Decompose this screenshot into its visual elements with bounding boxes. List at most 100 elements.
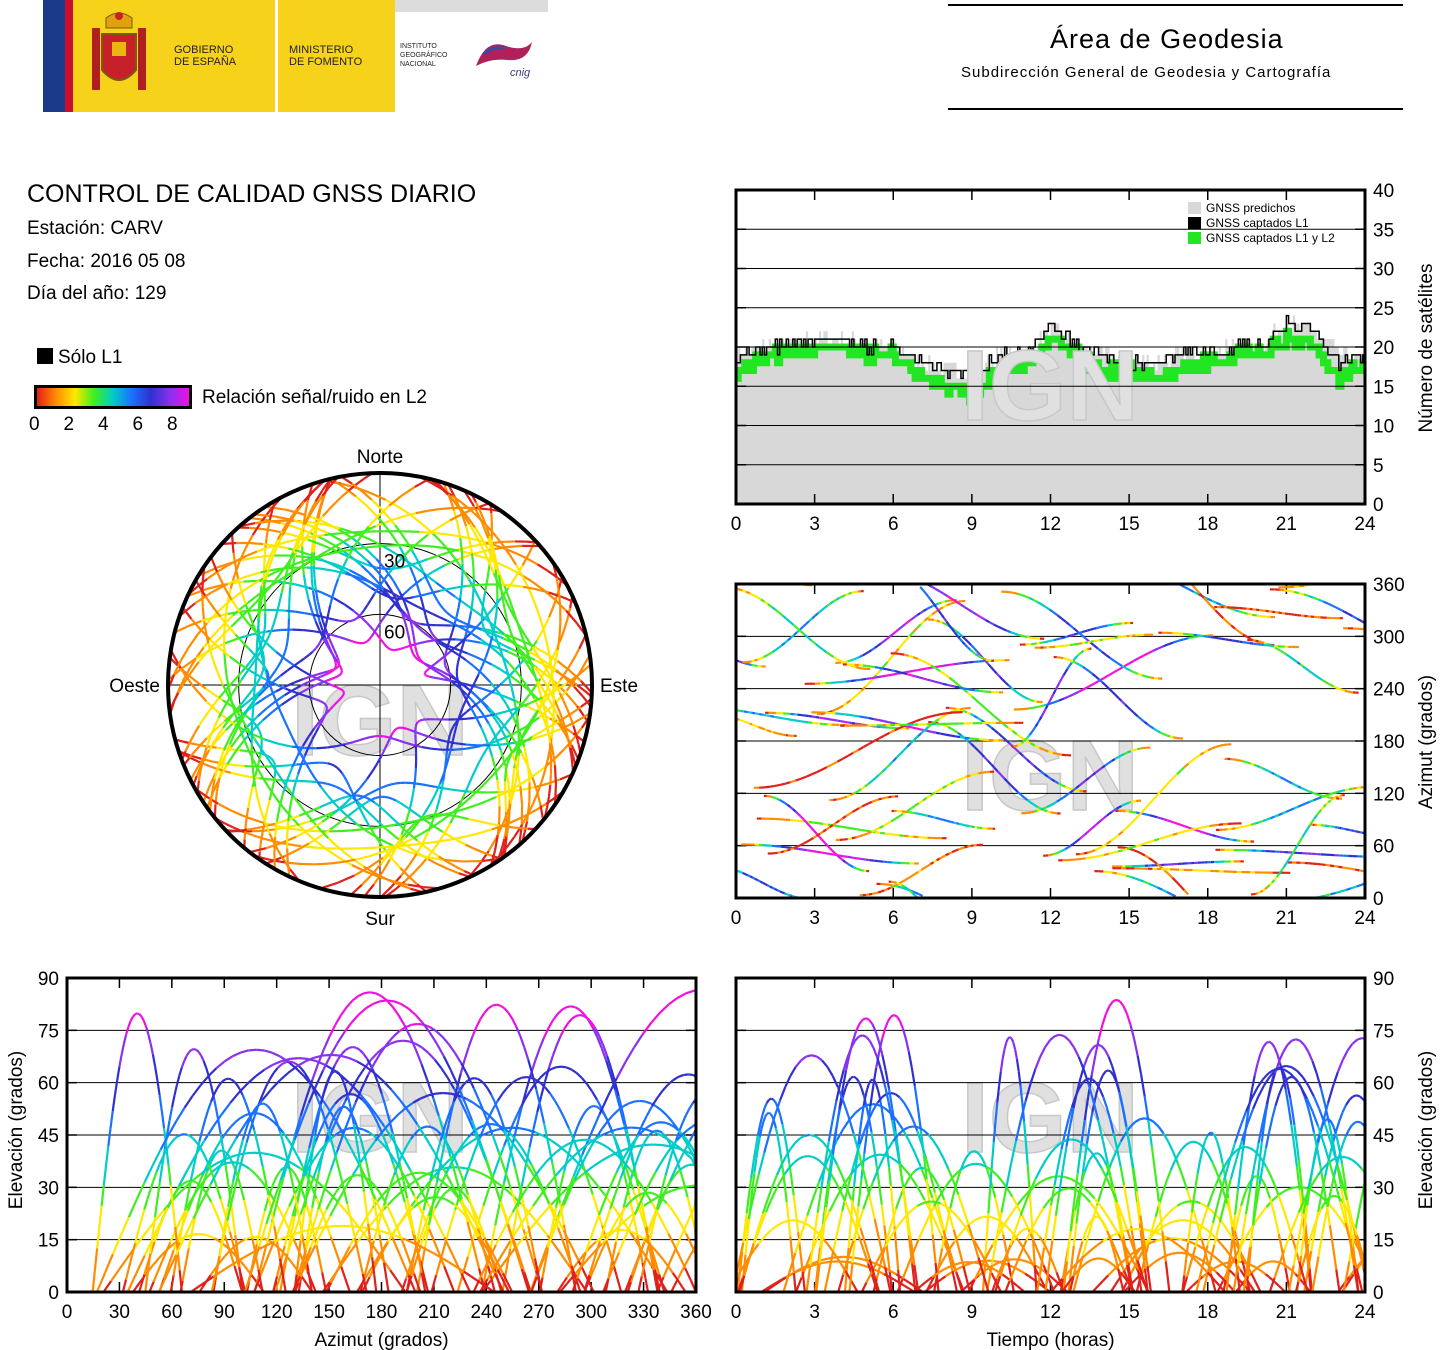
track-segment: [217, 708, 225, 719]
track-segment: [823, 841, 828, 846]
track-segment: [319, 549, 328, 557]
track-segment: [1014, 632, 1020, 637]
track-segment: [400, 821, 408, 835]
track-segment: [419, 718, 423, 722]
track-segment: [1122, 847, 1128, 852]
track-segment: [1338, 865, 1343, 869]
track-segment: [438, 855, 448, 863]
track-segment: [389, 596, 395, 600]
track-segment: [808, 820, 814, 824]
track-segment: [526, 722, 531, 728]
track-segment: [319, 813, 330, 819]
track-segment: [177, 1215, 184, 1225]
track-segment: [314, 726, 320, 734]
track-segment: [199, 683, 207, 690]
track-segment: [867, 780, 873, 785]
track-segment: [278, 742, 293, 748]
track-segment: [472, 786, 482, 796]
track-segment: [1018, 752, 1024, 757]
track-segment: [1259, 889, 1264, 893]
track-segment: [360, 564, 370, 574]
track-segment: [300, 681, 309, 687]
track-segment: [793, 719, 798, 722]
track-segment: [345, 780, 351, 787]
track-segment: [230, 734, 241, 748]
track-segment: [774, 796, 778, 800]
track-segment: [284, 861, 300, 866]
track-segment: [947, 726, 952, 730]
track-segment: [779, 890, 783, 894]
track-segment: [826, 763, 833, 769]
track-segment: [501, 643, 507, 648]
track-segment: [497, 792, 501, 807]
track-segment: [299, 693, 307, 698]
track-segment: [1302, 665, 1307, 670]
track-segment: [1058, 697, 1065, 702]
track-segment: [1071, 841, 1076, 846]
track-segment: [458, 650, 463, 658]
track-segment: [795, 777, 802, 782]
track-segment: [1308, 821, 1313, 827]
track-segment: [881, 767, 887, 773]
track-segment: [318, 621, 324, 631]
track-segment: [366, 797, 372, 801]
track-segment: [202, 746, 208, 759]
track-segment: [353, 858, 365, 868]
track-segment: [507, 624, 511, 630]
track-segment: [494, 682, 503, 691]
x-tick-label: 24: [1354, 514, 1376, 535]
track-segment: [1128, 800, 1132, 804]
track-segment: [851, 836, 856, 840]
track-segment: [1111, 809, 1115, 813]
track-segment: [462, 569, 470, 581]
track-segment: [494, 560, 499, 569]
track-segment: [1335, 890, 1342, 894]
track-segment: [816, 768, 823, 774]
track-segment: [1288, 655, 1293, 660]
track-segment: [490, 566, 495, 574]
ign-institute-name: INSTITUTO GEOGRÁFICO NACIONAL: [400, 43, 448, 68]
track-segment: [414, 646, 418, 652]
track-segment: [311, 647, 317, 653]
track-segment: [195, 649, 212, 660]
track-segment: [1118, 804, 1123, 809]
track-segment: [291, 542, 298, 553]
track-segment: [361, 490, 373, 501]
track-segment: [1047, 775, 1053, 781]
track-segment: [885, 764, 891, 770]
track-segment: [465, 536, 477, 541]
track-segment: [276, 661, 282, 668]
track-segment: [555, 577, 561, 594]
track-segment: [473, 674, 480, 683]
track-segment: [685, 1163, 689, 1168]
track-segment: [1311, 818, 1316, 823]
track-segment: [963, 606, 970, 611]
track-segment: [1075, 789, 1080, 792]
track-segment: [912, 656, 919, 660]
track-segment: [1108, 811, 1113, 815]
track-segment: [259, 687, 265, 692]
track-segment: [1010, 631, 1016, 635]
track-segment: [754, 658, 758, 662]
track-segment: [953, 680, 960, 686]
track-segment: [538, 689, 543, 699]
track-segment: [871, 647, 876, 651]
track-segment: [941, 713, 947, 718]
track-segment: [922, 677, 928, 681]
track-segment: [421, 558, 429, 563]
track-segment: [355, 550, 369, 562]
track-segment: [850, 658, 854, 662]
track-segment: [911, 872, 916, 877]
track-segment: [397, 883, 411, 890]
track-segment: [468, 539, 474, 554]
track-segment: [366, 638, 371, 643]
track-segment: [447, 671, 453, 676]
track-segment: [871, 676, 877, 680]
track-segment: [201, 606, 205, 620]
track-segment: [1137, 747, 1141, 751]
track-segment: [275, 544, 289, 550]
track-segment: [382, 573, 390, 582]
track-segment: [982, 771, 987, 774]
track-segment: [1078, 688, 1085, 693]
track-segment: [256, 650, 262, 658]
